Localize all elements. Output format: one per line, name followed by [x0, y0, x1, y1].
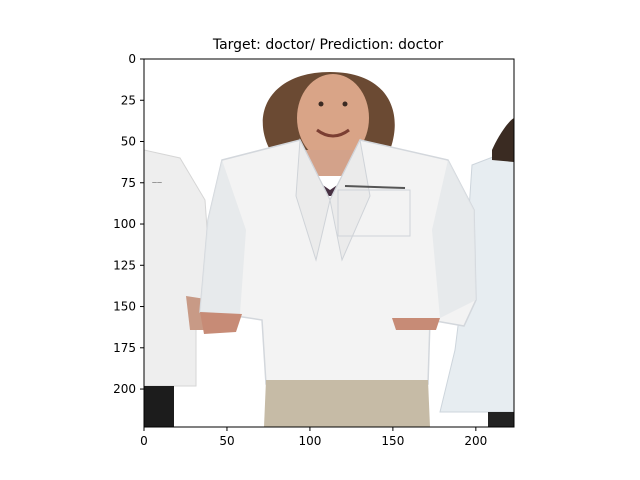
doctor-pants — [264, 380, 430, 427]
doctor-coat-sleeve-right — [432, 160, 476, 318]
doctor-hand-right — [392, 318, 440, 330]
left-person-legs — [144, 386, 174, 427]
doctor-coat-name-embroidery — [344, 185, 406, 189]
y-tick-label: 125 — [113, 258, 136, 272]
right-person-legs — [488, 412, 514, 427]
right-person-hair — [492, 118, 514, 162]
x-axis: 0 50 100 150 200 — [140, 427, 487, 448]
chart-title: Target: doctor/ Prediction: doctor — [212, 37, 444, 53]
doctor-eye-left — [318, 101, 324, 107]
plot-frame — [143, 58, 515, 428]
doctor-hand-left — [200, 312, 242, 334]
doctor-eye-right — [342, 101, 348, 107]
y-tick-label: 175 — [113, 341, 136, 355]
doctor-smile — [316, 128, 350, 138]
doctor-face — [297, 74, 369, 162]
doctor-coat-sleeve-left — [200, 160, 246, 314]
left-person-pocket-label: —— — [152, 180, 162, 186]
x-tick-label: 150 — [381, 434, 404, 448]
y-tick-label: 0 — [128, 52, 136, 66]
x-tick-label: 50 — [219, 434, 234, 448]
x-tick-label: 200 — [464, 434, 487, 448]
doctor-coat-lapel-right — [329, 138, 371, 262]
y-tick-label: 75 — [121, 176, 136, 190]
y-tick-label: 150 — [113, 300, 136, 314]
doctor-coat-pocket — [337, 189, 411, 237]
photo-image: —— — [144, 59, 514, 427]
y-tick-label: 200 — [113, 382, 136, 396]
y-tick-label: 50 — [121, 135, 136, 149]
y-tick-label: 25 — [121, 93, 136, 107]
y-tick-label: 100 — [113, 217, 136, 231]
doctor-coat-lapel-left — [295, 138, 331, 262]
x-tick-label: 0 — [140, 434, 148, 448]
x-tick-label: 100 — [298, 434, 321, 448]
y-axis: 0 25 50 75 100 125 150 175 200 — [113, 52, 144, 396]
